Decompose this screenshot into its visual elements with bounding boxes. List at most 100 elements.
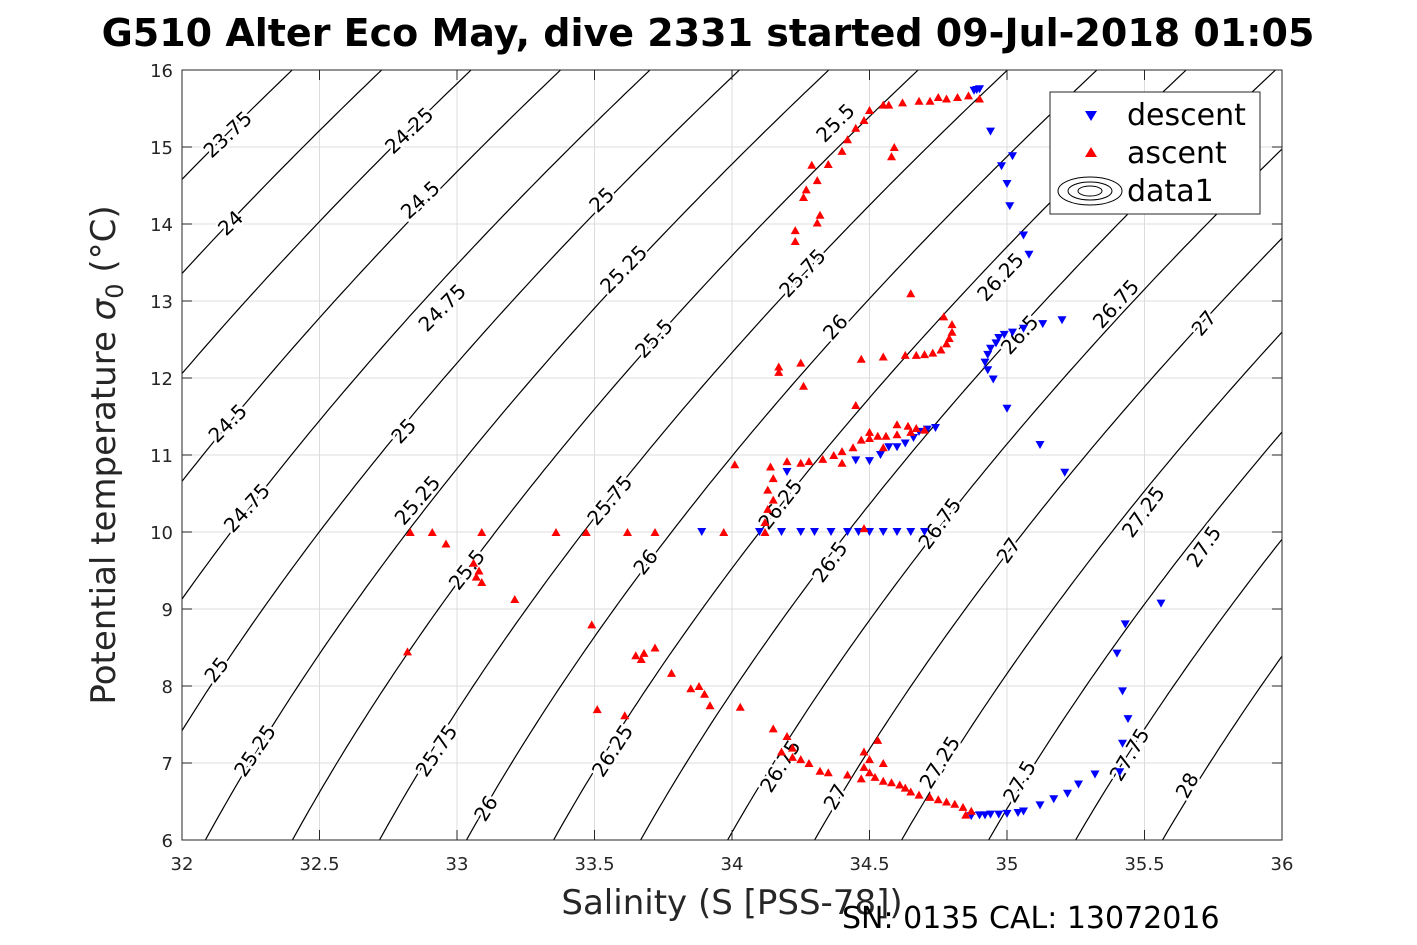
ascent-point [936, 345, 946, 354]
x-tick-label: 34 [721, 854, 744, 875]
axis-ticks: 32 32.5 33 33.5 34 34.5 35 35.5 36 6 7 8 9 10 11 12 13 14… [150, 61, 1293, 875]
descent-point [1156, 599, 1166, 608]
ascent-point [774, 367, 784, 376]
x-tick-label: 35 [996, 854, 1019, 875]
x-axis-label: Salinity (S [PSS-78]) [561, 883, 902, 923]
ascent-point [878, 776, 888, 785]
ascent-point [911, 424, 921, 433]
ascent-point [405, 528, 415, 536]
ascent-point [887, 152, 896, 161]
ascent-point [474, 566, 484, 575]
ascent-point [966, 806, 976, 815]
descent-point [1002, 404, 1012, 413]
y-tick-label: 16 [150, 61, 173, 82]
ascent-point [903, 421, 913, 430]
descent-point [986, 344, 995, 353]
descent-point [991, 339, 1001, 348]
descent-point [1120, 620, 1130, 629]
ascent-point [859, 524, 869, 533]
ascent-point [768, 474, 778, 483]
ascent-point [942, 339, 951, 348]
series-ascent [403, 91, 984, 819]
ascent-point [788, 752, 797, 761]
ascent-point [782, 732, 792, 741]
descent-point [920, 528, 929, 536]
ascent-point [865, 755, 874, 764]
ascent-point [804, 457, 814, 466]
ascent-point [768, 724, 778, 733]
descent-point [999, 330, 1009, 339]
ascent-point [892, 420, 902, 429]
descent-point [1005, 202, 1015, 211]
descent-point [988, 375, 998, 384]
isopycnal-line [378, 70, 1009, 840]
ascent-point [942, 797, 951, 806]
descent-point [697, 528, 707, 536]
ascent-point [964, 91, 973, 100]
ascent-point [953, 92, 962, 101]
ascent-point [920, 350, 929, 359]
ascent-point [823, 159, 833, 168]
ascent-point [925, 96, 935, 105]
ascent-point [898, 98, 907, 107]
y-tick-label: 15 [150, 138, 173, 159]
descent-point [983, 366, 993, 375]
ascent-point [856, 354, 866, 363]
descent-point [1060, 468, 1070, 477]
ascent-point [878, 443, 888, 452]
isopycnal-line [182, 70, 651, 601]
ascent-point [796, 458, 806, 467]
descent-point [892, 528, 902, 536]
descent-point [876, 451, 885, 459]
descent-point [884, 443, 894, 452]
isopycnal-line [1074, 538, 1282, 840]
ascent-point [719, 528, 729, 536]
ascent-point [947, 327, 957, 336]
legend-ascent-marker [1085, 147, 1097, 157]
y-axis-label-sub: 0 [101, 283, 129, 298]
ascent-point [920, 425, 929, 434]
x-tick-label: 35.5 [1124, 854, 1164, 875]
ascent-point [799, 381, 808, 390]
ascent-point [581, 528, 591, 536]
isopycnal-line [182, 70, 294, 181]
legend-descent-marker [1085, 111, 1097, 121]
x-tick-label: 33 [446, 854, 469, 875]
ascent-point [777, 747, 786, 756]
ascent-point [469, 558, 478, 567]
ascent-point [650, 643, 660, 652]
ascent-point [843, 770, 852, 779]
x-tick-label: 36 [1271, 854, 1294, 875]
ascent-point [870, 772, 880, 781]
ascent-point [818, 454, 828, 463]
descent-point [931, 424, 940, 433]
descent-point [892, 443, 902, 452]
ascent-point [889, 143, 899, 151]
ascent-point [705, 701, 715, 710]
grid [182, 70, 1282, 840]
ascent-point [906, 289, 916, 298]
descent-point [975, 85, 984, 94]
ascent-point [694, 682, 704, 690]
y-tick-label: 13 [150, 292, 173, 313]
ascent-point [947, 320, 957, 329]
legend-data1-label: data1 [1127, 174, 1214, 209]
ascent-point [914, 96, 924, 105]
ascent-point [812, 176, 822, 185]
ascent-point [859, 116, 869, 125]
ascent-point [815, 210, 825, 219]
ascent-point [667, 668, 676, 677]
ascent-point [865, 434, 874, 443]
ascent-point [700, 689, 709, 698]
ascent-point [933, 92, 943, 101]
legend: descent ascent data1 [1049, 91, 1261, 215]
descent-point [1024, 250, 1034, 259]
chart-title: G510 Alter Eco May, dive 2331 started 09… [102, 11, 1315, 55]
ascent-point [790, 236, 800, 245]
ascent-point [592, 705, 602, 714]
descent-point [1115, 768, 1125, 777]
ascent-point [881, 431, 891, 440]
ascent-point [441, 539, 451, 548]
descent-point [983, 350, 993, 359]
ascent-point [944, 333, 954, 342]
